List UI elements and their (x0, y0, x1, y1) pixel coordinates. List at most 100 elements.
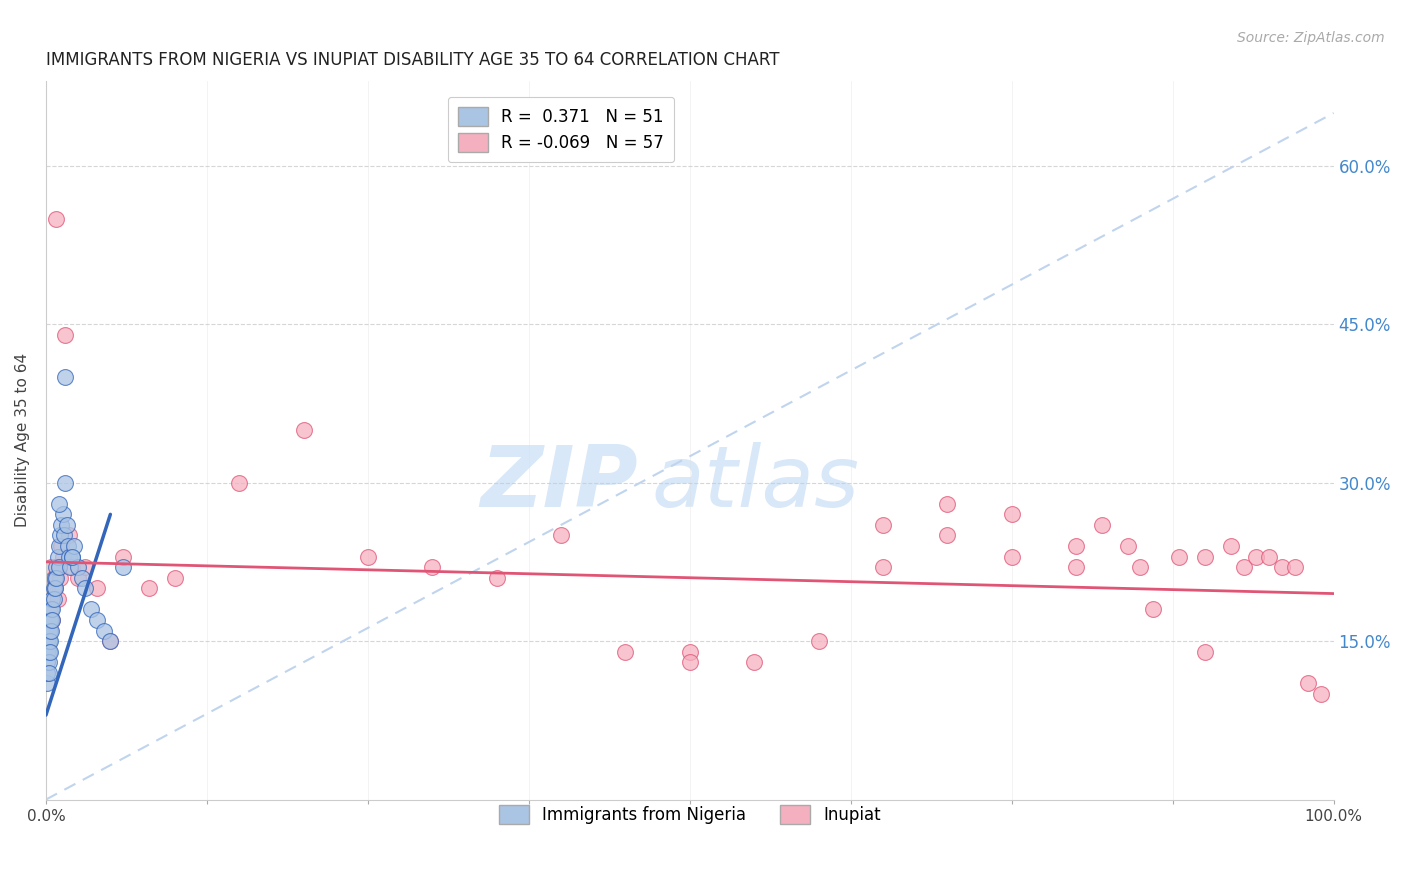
Point (48, 539, 70, 553)
Point (53, 327, 76, 342)
Point (1296, 676, 1319, 690)
Point (1284, 560, 1306, 574)
Point (1064, 560, 1087, 574)
Point (37, 582, 59, 596)
Point (45, 211, 67, 226)
Y-axis label: Disability Age 35 to 64: Disability Age 35 to 64 (15, 353, 30, 527)
Point (98, 634, 121, 648)
Text: atlas: atlas (651, 442, 859, 525)
Text: ZIP: ZIP (481, 442, 638, 525)
Point (1064, 539, 1087, 553)
Point (52, 549, 75, 564)
Point (42, 591, 65, 606)
Point (44, 571, 66, 585)
Point (60, 560, 83, 574)
Point (228, 475, 250, 490)
Point (48, 560, 70, 574)
Legend: Immigrants from Nigeria, Inupiat: Immigrants from Nigeria, Inupiat (489, 795, 890, 834)
Point (53, 528, 76, 542)
Point (485, 571, 508, 585)
Point (38, 645, 60, 659)
Point (44, 582, 66, 596)
Point (614, 645, 637, 659)
Point (38, 591, 60, 606)
Point (49, 571, 72, 585)
Point (38, 645, 60, 659)
Point (1271, 560, 1294, 574)
Point (70, 571, 93, 585)
Point (38, 602, 60, 616)
Point (38, 634, 60, 648)
Point (112, 560, 135, 574)
Point (56, 539, 79, 553)
Point (41, 613, 63, 627)
Point (679, 655, 702, 669)
Point (1001, 549, 1024, 564)
Point (93, 624, 115, 638)
Point (38, 665, 60, 680)
Point (742, 655, 765, 669)
Point (37, 645, 59, 659)
Point (39, 602, 62, 616)
Point (67, 560, 90, 574)
Point (63, 539, 86, 553)
Point (872, 560, 894, 574)
Point (45, 560, 67, 574)
Point (48, 560, 70, 574)
Point (45, 571, 67, 585)
Text: IMMIGRANTS FROM NIGERIA VS INUPIAT DISABILITY AGE 35 TO 64 CORRELATION CHART: IMMIGRANTS FROM NIGERIA VS INUPIAT DISAB… (46, 51, 779, 69)
Point (138, 582, 160, 596)
Point (39, 560, 62, 574)
Point (41, 591, 63, 606)
Point (44, 582, 66, 596)
Point (38, 624, 60, 638)
Point (1116, 539, 1139, 553)
Point (86, 582, 108, 596)
Point (60, 549, 83, 564)
Point (38, 613, 60, 627)
Point (292, 423, 315, 437)
Point (1168, 549, 1191, 564)
Point (872, 517, 894, 532)
Point (48, 497, 70, 511)
Point (1309, 687, 1331, 701)
Point (550, 528, 572, 542)
Point (1142, 602, 1164, 616)
Point (39, 613, 62, 627)
Point (46, 549, 69, 564)
Point (163, 571, 186, 585)
Point (80, 602, 103, 616)
Point (55, 517, 77, 532)
Point (1129, 560, 1152, 574)
Point (98, 634, 121, 648)
Point (1001, 508, 1024, 522)
Point (73, 582, 96, 596)
Point (679, 645, 702, 659)
Point (420, 560, 443, 574)
Point (37, 676, 59, 690)
Point (42, 571, 65, 585)
Text: Source: ZipAtlas.com: Source: ZipAtlas.com (1237, 31, 1385, 45)
Point (936, 528, 959, 542)
Point (38, 655, 60, 669)
Point (38, 624, 60, 638)
Point (38, 634, 60, 648)
Point (60, 549, 83, 564)
Point (51, 517, 73, 532)
Point (807, 634, 830, 648)
Point (86, 613, 108, 627)
Point (1194, 549, 1216, 564)
Point (59, 560, 82, 574)
Point (1232, 560, 1254, 574)
Point (42, 582, 65, 596)
Point (1258, 549, 1281, 564)
Point (1219, 539, 1241, 553)
Point (46, 591, 69, 606)
Point (41, 613, 63, 627)
Point (52, 508, 75, 522)
Point (37, 665, 59, 680)
Point (112, 549, 135, 564)
Point (51, 539, 73, 553)
Point (1194, 645, 1216, 659)
Point (58, 549, 80, 564)
